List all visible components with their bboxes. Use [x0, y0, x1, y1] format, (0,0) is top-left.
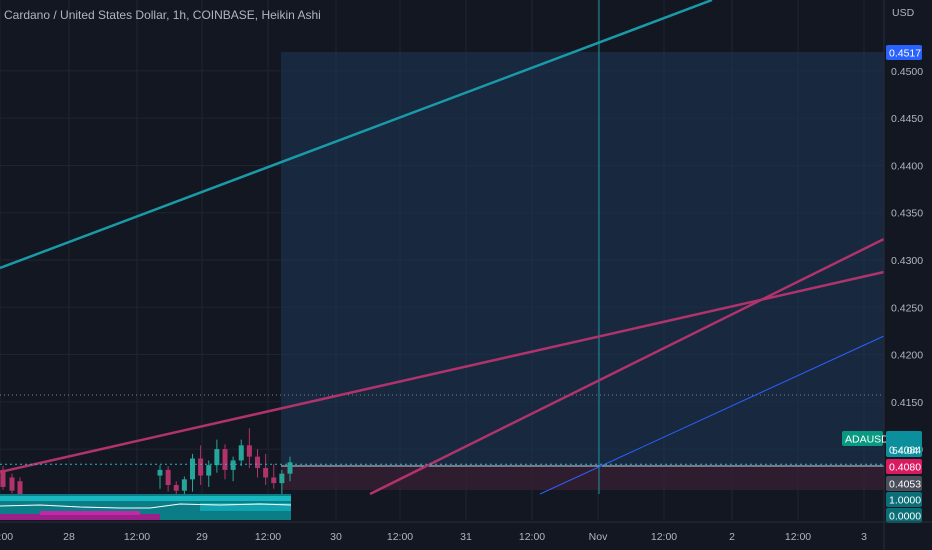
candle-body [214, 449, 220, 466]
axis-unit-label: USD [892, 7, 915, 19]
oscillator-min-tag-label: 0.0000 [889, 511, 921, 523]
oscillator-band [200, 503, 291, 511]
symbol-tag-label: ADAUSD [845, 434, 889, 446]
target-price-tag-box [886, 45, 922, 60]
trendline-magenta-upper [0, 270, 885, 474]
price-tick-label: 0.4150 [891, 397, 923, 409]
oscillator-panel [0, 494, 292, 520]
target-price-tag: 0.4517 [886, 45, 922, 60]
candle-body [173, 485, 179, 491]
price-tick-label: 0.4250 [891, 302, 923, 314]
candle-body [206, 465, 212, 476]
time-tick-label: 28 [63, 531, 75, 543]
last-price-tag-box [886, 431, 922, 457]
chart-title: Cardano / United States Dollar, 1h, COIN… [4, 8, 321, 22]
candle-body [198, 458, 204, 476]
candle-body [157, 469, 163, 476]
candle-body [271, 477, 277, 484]
stop-price-tag-box [886, 476, 922, 491]
time-tick-label: 12:00 [124, 531, 150, 543]
time-tick-label: 29 [196, 531, 208, 543]
stop-price-tag: 0.4053 [886, 476, 922, 491]
candle-body [17, 481, 23, 495]
countdown-label: 54:04 [892, 445, 918, 457]
entry-price-tag: 0.4080 [886, 459, 922, 474]
target-zone [281, 52, 884, 466]
price-tick-label: 0.4350 [891, 208, 923, 220]
oscillator-min-tag-box [886, 508, 922, 523]
candle-body [255, 456, 260, 468]
time-tick-label: 2 [729, 531, 735, 543]
entry-price-tag-label: 0.4080 [889, 462, 921, 474]
last-price-tag: 0.4084 [886, 431, 922, 457]
oscillator-band [0, 496, 291, 501]
oscillator-line [0, 503, 292, 509]
price-axis [884, 0, 932, 550]
candle-body [222, 449, 228, 470]
stop-zone [281, 466, 884, 490]
last-price-tag-label: 0.4084 [889, 445, 921, 457]
trendline-magenta-lower [369, 237, 885, 496]
candle-body [263, 468, 269, 478]
oscillator-band [0, 514, 160, 520]
time-tick-label: Nov [589, 531, 608, 543]
oscillator-band [40, 511, 140, 515]
price-tick-label: 0.4450 [891, 113, 923, 125]
symbol-tag: ADAUSD [842, 431, 889, 446]
price-tick-label: 0.4300 [891, 255, 923, 267]
candle-body [246, 445, 252, 457]
entry-price-tag-box [886, 459, 922, 474]
candle-body [181, 479, 187, 491]
candle-body [190, 458, 195, 480]
stop-price-tag-label: 0.4053 [889, 479, 921, 491]
candle-body [287, 462, 293, 474]
oscillator-max-tag-label: 1.0000 [889, 495, 921, 507]
trendline-teal [0, 0, 713, 270]
time-tick-label: 12:00 [519, 531, 545, 543]
time-tick-label: 30 [330, 531, 342, 543]
oscillator-min-tag: 0.0000 [886, 508, 922, 523]
oscillator-max-tag-box [886, 492, 922, 507]
time-tick-label: 12:00 [0, 531, 13, 543]
candle-body [238, 445, 244, 461]
candle-body [230, 460, 236, 470]
candle-body [0, 469, 6, 487]
symbol-tag-box [842, 431, 883, 446]
time-tick-label: 3 [861, 531, 867, 543]
time-tick-label: 12:00 [651, 531, 677, 543]
candle-body [279, 473, 285, 484]
time-tick-label: 12:00 [785, 531, 811, 543]
candle-body [165, 469, 171, 486]
price-tick-label: 0.4200 [891, 350, 923, 362]
time-tick-label: 31 [460, 531, 472, 543]
time-tick-label: 12:00 [387, 531, 413, 543]
target-price-tag-label: 0.4517 [889, 48, 921, 60]
trendline-thin-blue [539, 335, 885, 495]
price-tick-label: 0.4500 [891, 66, 923, 78]
candle-body [9, 477, 15, 491]
time-tick-label: 12:00 [255, 531, 281, 543]
oscillator-max-tag: 1.0000 [886, 492, 922, 507]
price-tick-label: 0.4400 [891, 160, 923, 172]
